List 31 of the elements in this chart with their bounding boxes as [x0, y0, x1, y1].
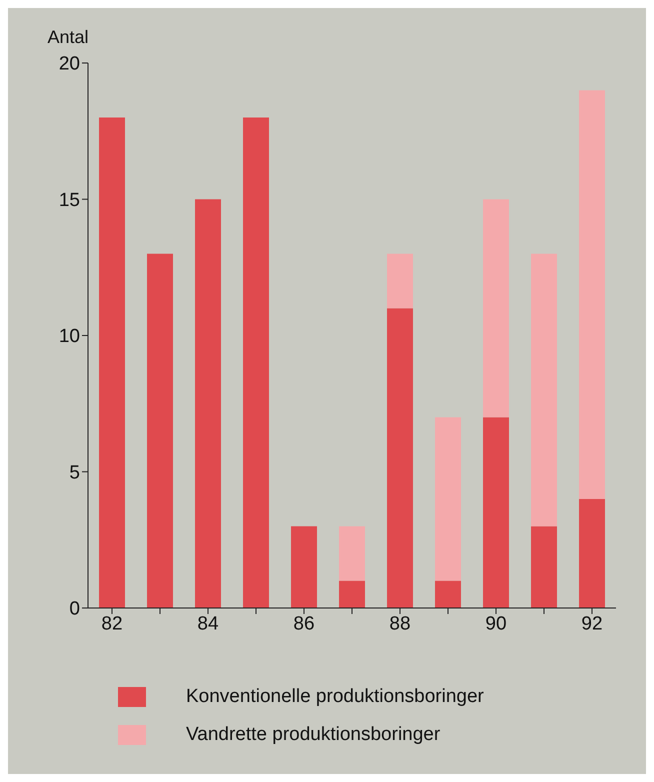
y-tick-label: 0 [69, 598, 80, 620]
bar [387, 308, 413, 608]
x-tick-label: 90 [485, 613, 507, 634]
y-axis-title: Antal [47, 27, 89, 47]
bar [99, 118, 125, 608]
bar [339, 526, 365, 581]
legend-label: Vandrette produktionsboringer [186, 724, 440, 746]
bar [339, 580, 365, 608]
x-tick-label: 84 [197, 613, 219, 634]
bar [243, 118, 269, 608]
bar [195, 199, 221, 608]
y-tick-label: 10 [58, 326, 80, 348]
bar [291, 526, 317, 608]
bar [531, 526, 557, 608]
bar [387, 254, 413, 308]
bar [579, 90, 605, 499]
y-tick-label: 20 [58, 54, 80, 75]
legend-label: Konventionelle produktionsboringer [186, 686, 484, 708]
x-tick-label: 92 [581, 613, 603, 634]
y-tick-label: 15 [58, 190, 80, 211]
bar [483, 417, 509, 608]
x-tick-label: 88 [389, 613, 411, 634]
bar [435, 580, 461, 608]
bar [435, 417, 461, 581]
bar [483, 199, 509, 418]
bar [531, 254, 557, 526]
x-tick-label: 86 [293, 613, 315, 634]
bar [579, 499, 605, 608]
y-tick-label: 5 [69, 462, 80, 484]
bar [147, 254, 173, 608]
x-tick-label: 82 [101, 613, 123, 634]
